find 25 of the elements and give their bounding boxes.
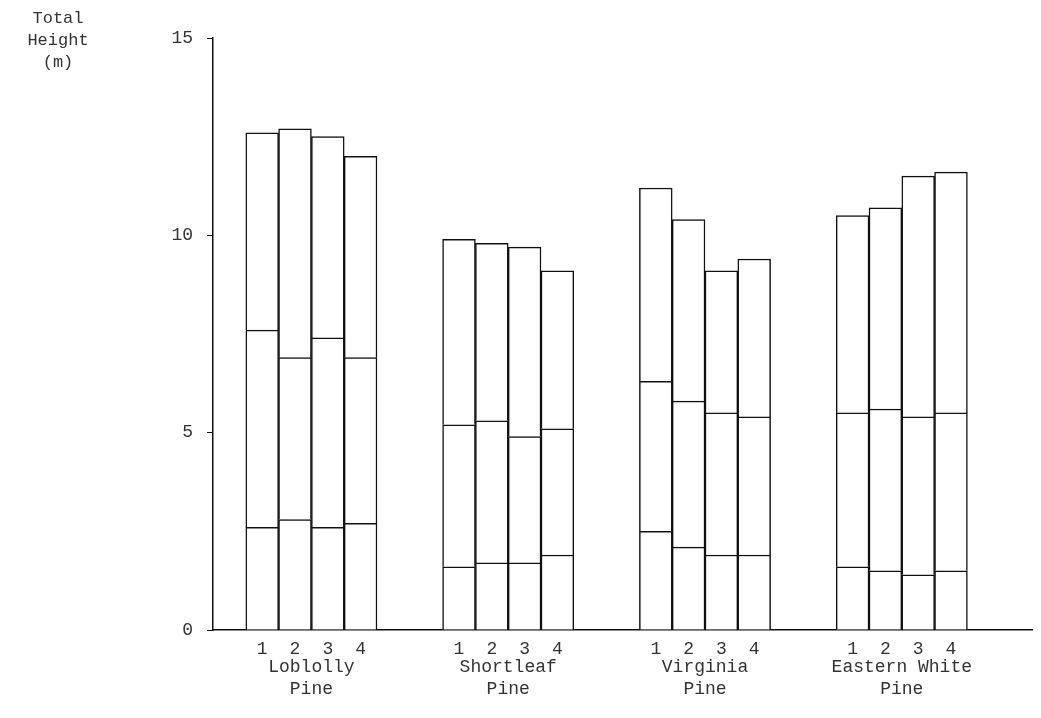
text: Shortleaf Pine xyxy=(459,656,557,699)
x-tick-label: 2 xyxy=(879,638,891,659)
x-tick-label: 3 xyxy=(912,638,924,659)
x-tick-label: 4 xyxy=(355,638,367,659)
x-tick-label: 2 xyxy=(683,638,695,659)
x-tick-label: 1 xyxy=(453,638,465,659)
y-tick-label: 10 xyxy=(171,225,193,246)
x-tick-label: 1 xyxy=(650,638,662,659)
x-tick-label: 3 xyxy=(715,638,727,659)
text: Eastern White Pine xyxy=(831,656,973,699)
x-tick-label: 3 xyxy=(322,638,334,659)
y-axis-title: Total Height (m) xyxy=(26,8,90,74)
x-tick-label: 2 xyxy=(486,638,498,659)
y-tick-label: 5 xyxy=(182,422,193,443)
text: Loblolly Pine xyxy=(268,656,355,699)
x-tick-label: 4 xyxy=(551,638,563,659)
x-tick-label: 3 xyxy=(519,638,531,659)
x-tick-label: 4 xyxy=(748,638,760,659)
y-tick-label: 15 xyxy=(171,27,193,48)
x-tick-label: 4 xyxy=(945,638,957,659)
x-tick-label: 1 xyxy=(847,638,859,659)
x-tick-label: 2 xyxy=(289,638,301,659)
text: Virginia Pine xyxy=(661,656,749,699)
x-tick-label: 1 xyxy=(256,638,268,659)
y-tick-label: 0 xyxy=(182,619,193,640)
